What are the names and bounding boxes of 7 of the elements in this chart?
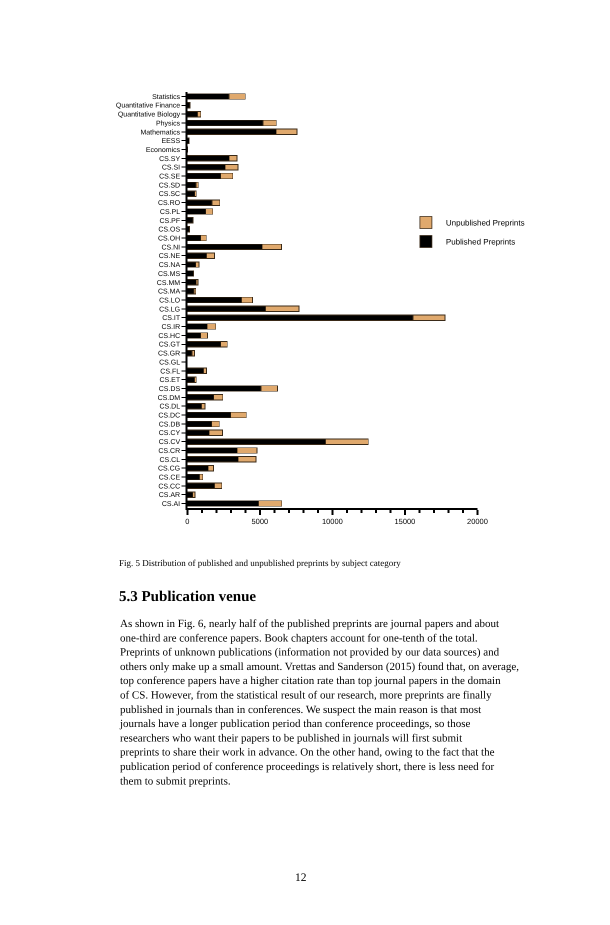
bar (192, 350, 195, 356)
legend-label: Published Preprints (446, 238, 516, 247)
caption: Fig. 5 Distribution of published and unpublished preprints by subject category (119, 558, 402, 568)
text: 12 (295, 872, 307, 884)
legend-label: Unpublished Preprints (446, 218, 525, 228)
text: 5.3 Publication venue (119, 589, 256, 605)
text: As shown in Fig. 6, nearly half of the published preprints are journal papers and about one-third are conference papers. Book chapters account for one-tenth of the total. Preprints of unknown publications (information not provided by our data sources) and others only make up a small amount. Vrettas and Sanderson (2015) found that, on average, top conference papers have a higher citation rate than top journal papers in the domain of CS. However, from the statistical result of our research, more preprints are finally published in journals than in conferences. We suspect the main reason is that most journals have a longer publication period than conference proceedings, so those researchers who want their papers to be published in journals will first submit preprints to share their work in advance. On the other hand, owing to the fact that the publication period of conference proceedings is relatively short, there is less need for them to submit preprints. (120, 618, 520, 788)
